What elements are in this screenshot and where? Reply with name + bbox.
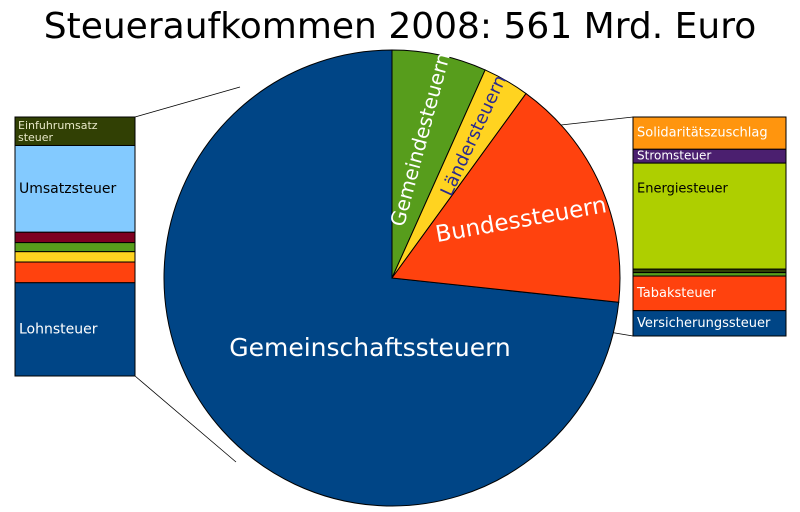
connector-left-top bbox=[134, 86, 241, 118]
chart-title: Steueraufkommen 2008: 561 Mrd. Euro bbox=[43, 6, 757, 47]
breakdown-connector-lines bbox=[134, 86, 634, 463]
breakdown-label-einfuhrumsatz-steuer: Einfuhrumsatz steuer bbox=[18, 119, 98, 144]
breakdown-segment-unlabeled-4 bbox=[14, 251, 136, 263]
pie bbox=[163, 49, 621, 507]
breakdown-label-energiesteuer: Energiesteuer bbox=[637, 182, 729, 197]
breakdown-segment-solidaritaetszuschlag bbox=[632, 116, 787, 150]
right-breakdown-bar: Solidaritätszuschlag Stromsteuer Energiest… bbox=[632, 116, 787, 337]
breakdown-segment-unlabeled-3 bbox=[632, 268, 787, 274]
breakdown-label-lohnsteuer: Lohnsteuer bbox=[19, 321, 98, 337]
connector-left-bottom bbox=[134, 375, 237, 463]
breakdown-segment-unlabeled-3 bbox=[14, 242, 136, 253]
breakdown-segment-unlabeled-2 bbox=[14, 231, 136, 244]
pie-slice-gemeinschaftssteuern bbox=[163, 49, 620, 507]
left-breakdown-bar: Einfuhrumsatz steuer Umsatzsteuer Lohnsteue… bbox=[14, 116, 136, 377]
pie-label-gemeinschaftssteuern: Gemeinschaftssteuern bbox=[229, 333, 511, 362]
connector-right-top bbox=[551, 116, 634, 127]
breakdown-segment-versicherungssteuer bbox=[632, 310, 787, 337]
breakdown-segment-einfuhrumsatz-steuer bbox=[14, 116, 136, 146]
breakdown-segment-energiesteuer bbox=[632, 162, 787, 270]
breakdown-segment-tabaksteuer bbox=[632, 275, 787, 312]
breakdown-segment-unlabeled-5 bbox=[14, 261, 136, 284]
breakdown-label-tabaksteuer: Tabaksteuer bbox=[636, 286, 717, 301]
breakdown-label-stromsteuer: Stromsteuer bbox=[637, 149, 711, 163]
breakdown-label-versicherungssteuer: Versicherungssteuer bbox=[637, 316, 771, 331]
breakdown-segment-umsatzsteuer bbox=[14, 144, 136, 233]
breakdown-label-umsatzsteuer: Umsatzsteuer bbox=[19, 181, 116, 197]
breakdown-segment-lohnsteuer bbox=[14, 282, 136, 377]
breakdown-segment-unlabeled-4 bbox=[632, 272, 787, 277]
pie-slice-bundessteuern bbox=[391, 92, 621, 303]
breakdown-label-solidaritaetszuschlag: Solidaritätszuschlag bbox=[637, 126, 768, 141]
